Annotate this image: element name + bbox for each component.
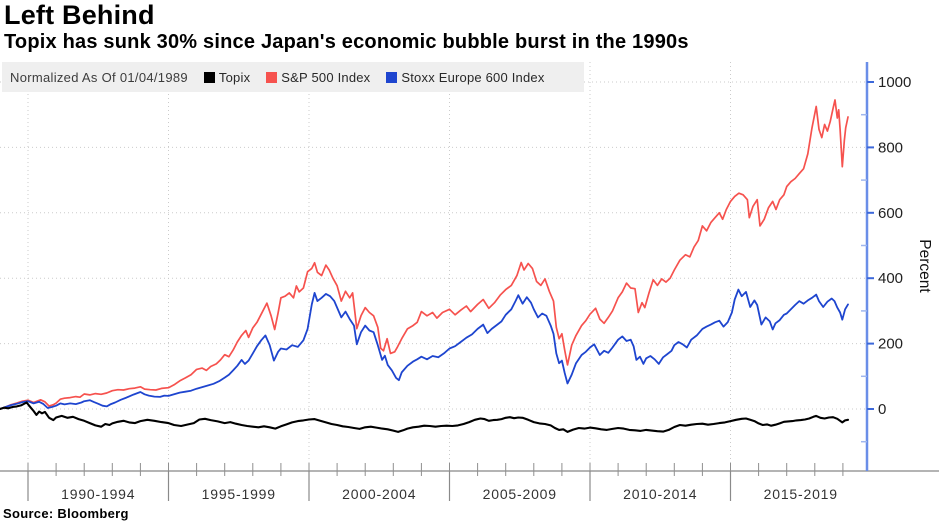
legend-label-stoxx600: Stoxx Europe 600 Index — [401, 69, 545, 85]
legend-label-topix: Topix — [218, 69, 251, 85]
x-tick-label: 2005-2009 — [483, 486, 557, 502]
s-p-500-index-line — [0, 99, 849, 410]
stoxx600-swatch-icon — [386, 71, 398, 83]
y-tick-label: 0 — [878, 401, 886, 418]
x-tick-label: 2010-2014 — [623, 486, 697, 502]
topix-swatch-icon — [203, 71, 215, 83]
y-tick-label: 200 — [878, 336, 903, 353]
source-credit: Source: Bloomberg — [3, 506, 129, 521]
legend-item-stoxx600: Stoxx Europe 600 Index — [386, 70, 544, 85]
y-tick-label: 1000 — [878, 74, 911, 91]
x-tick-label: 2000-2004 — [342, 486, 416, 502]
chart-subtitle: Topix has sunk 30% since Japan's economi… — [4, 31, 689, 53]
sp500-swatch-icon — [266, 71, 278, 83]
y-tick-label: 600 — [878, 205, 903, 222]
legend-item-sp500: S&P 500 Index — [266, 70, 370, 85]
x-tick-label: 1995-1999 — [202, 486, 276, 502]
legend-item-topix: Topix — [203, 69, 251, 85]
topix-line — [0, 401, 850, 433]
legend-bar: Normalized As Of 01/04/1989 Topix S&P 50… — [2, 62, 584, 92]
page-title: Left Behind — [4, 0, 155, 30]
x-tick-label: 2015-2019 — [764, 486, 838, 502]
y-tick-label: 800 — [878, 139, 903, 156]
y-tick-label: 400 — [878, 270, 903, 287]
legend-label-sp500: S&P 500 Index — [281, 69, 371, 85]
stoxx-europe-600-index-line — [0, 288, 849, 410]
legend-normalization-note: Normalized As Of 01/04/1989 — [10, 69, 188, 85]
y-axis-title: Percent — [916, 239, 933, 293]
x-tick-label: 1990-1994 — [61, 486, 135, 502]
